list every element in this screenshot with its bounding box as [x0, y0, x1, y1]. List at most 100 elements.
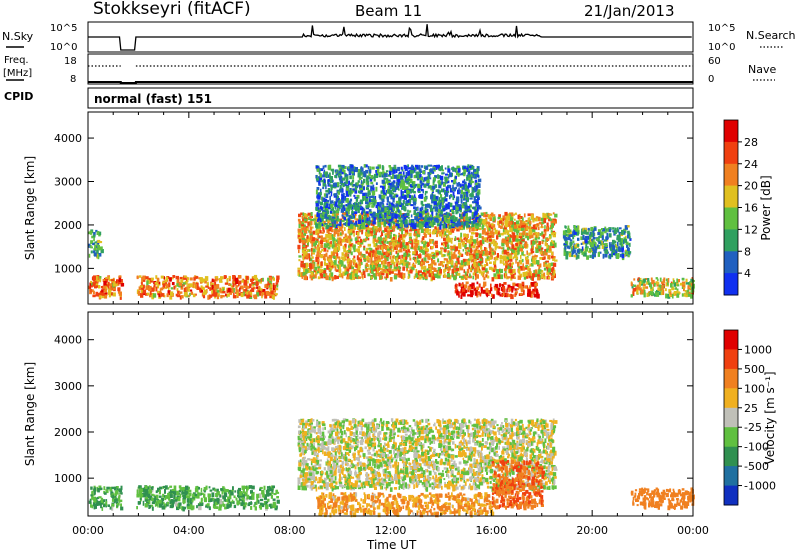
data-cell [335, 227, 339, 230]
data-cell [367, 192, 371, 196]
data-cell [485, 217, 488, 222]
data-cell [500, 233, 504, 236]
data-cell [441, 172, 444, 175]
data-cell [512, 221, 514, 226]
data-cell [348, 169, 352, 174]
data-cell [545, 248, 548, 253]
data-cell [499, 254, 503, 259]
data-cell [493, 273, 497, 278]
data-cell [397, 205, 399, 209]
data-cell [392, 195, 395, 199]
data-cell [475, 274, 479, 279]
data-cell [507, 233, 510, 239]
data-cell [476, 169, 479, 175]
data-cell [422, 262, 425, 266]
data-cell [515, 220, 520, 225]
data-cell [456, 196, 460, 202]
data-cell [451, 273, 454, 278]
data-cell [365, 201, 369, 205]
data-cell [371, 262, 374, 265]
data-cell [265, 291, 269, 295]
data-cell [324, 210, 327, 215]
data-cell [418, 221, 422, 225]
data-cell [379, 185, 383, 188]
data-cell [424, 254, 428, 258]
data-cell [525, 259, 529, 265]
data-cell [200, 285, 203, 289]
data-cell [509, 234, 512, 238]
data-cell [510, 217, 514, 222]
data-cell [493, 261, 497, 265]
data-cell [359, 201, 362, 205]
data-cell [449, 188, 453, 193]
data-cell [402, 220, 405, 225]
data-cell [493, 227, 496, 231]
data-cell [514, 283, 518, 287]
data-cell [313, 220, 316, 225]
data-cell [183, 290, 188, 293]
data-cell [444, 196, 447, 201]
data-cell [328, 276, 331, 281]
data-cell [510, 248, 513, 251]
data-cell [373, 243, 377, 248]
data-cell [416, 255, 419, 260]
data-cell [337, 266, 340, 270]
data-cell [458, 294, 460, 298]
data-cell [311, 218, 314, 222]
data-cell [458, 206, 461, 211]
data-cell [515, 259, 517, 264]
data-cell [341, 220, 345, 223]
data-cell [316, 212, 319, 217]
data-cell [391, 167, 395, 171]
data-cell [90, 250, 93, 254]
data-cell [504, 211, 508, 216]
data-cell [257, 279, 261, 282]
data-cell [467, 176, 471, 181]
data-cell [456, 165, 460, 170]
data-cell [344, 258, 347, 261]
data-cell [321, 217, 324, 222]
data-cell [426, 212, 429, 218]
data-cell [445, 179, 448, 184]
data-cell [332, 170, 334, 174]
data-cell [275, 288, 279, 291]
data-cell [261, 292, 264, 297]
data-cell [316, 207, 319, 210]
data-cell [314, 269, 318, 275]
data-cell [486, 270, 489, 274]
data-cell [344, 239, 347, 243]
data-cell [271, 295, 275, 299]
data-cell [465, 252, 468, 255]
data-cell [528, 217, 530, 220]
data-cell [492, 231, 495, 236]
data-cell [320, 235, 323, 241]
data-cell [297, 269, 301, 275]
data-cell [333, 210, 336, 214]
data-cell [444, 192, 449, 197]
data-cell [469, 254, 473, 260]
data-cell [156, 280, 159, 284]
data-cell [413, 191, 416, 194]
data-cell [413, 201, 417, 206]
data-cell [478, 283, 481, 288]
data-cell [470, 267, 472, 272]
data-cell [158, 281, 161, 285]
data-cell [545, 216, 548, 220]
data-cell [422, 210, 425, 215]
data-cell [452, 167, 455, 171]
data-cell [343, 166, 347, 169]
data-cell [207, 286, 210, 289]
data-cell [318, 241, 320, 245]
data-cell [345, 210, 348, 213]
data-cell [353, 166, 356, 170]
data-cell [339, 241, 342, 244]
data-cell [393, 241, 396, 247]
data-cell [438, 166, 442, 171]
data-cell [350, 251, 353, 256]
data-cell [394, 244, 398, 248]
data-cell [211, 289, 213, 294]
data-cell [463, 169, 467, 173]
data-cell [397, 213, 401, 218]
data-cell [322, 270, 327, 274]
data-cell [325, 190, 328, 193]
